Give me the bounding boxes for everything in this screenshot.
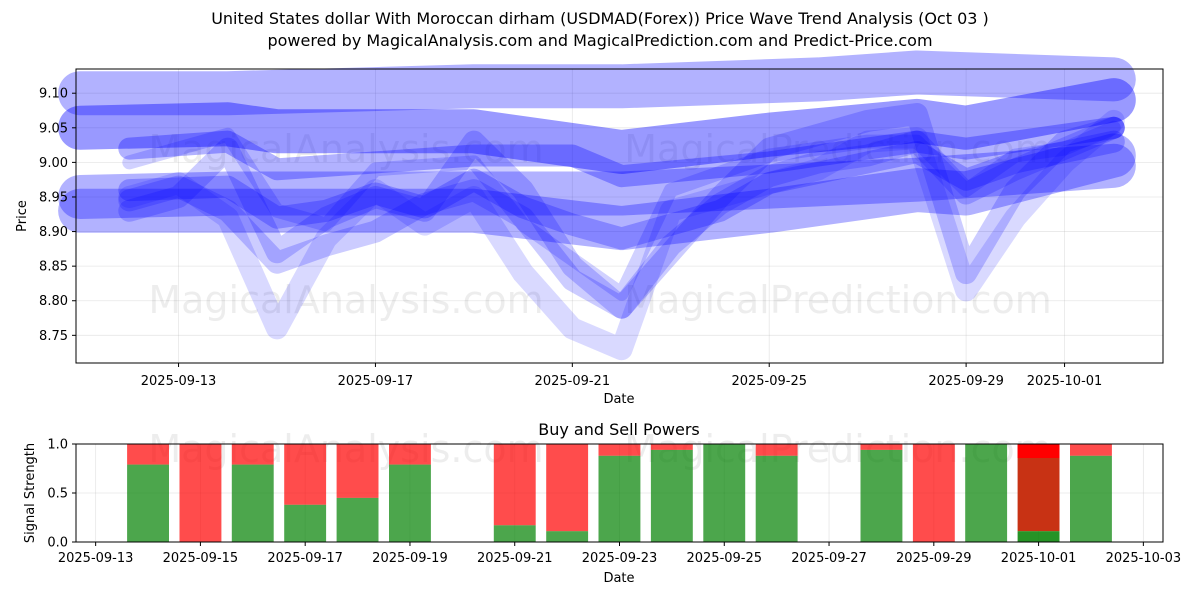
price-y-tick-label: 8.85 <box>39 260 68 275</box>
chart-subtitle: powered by MagicalAnalysis.com and Magic… <box>267 31 933 50</box>
wave-series-5 <box>118 116 1125 188</box>
buy-bar <box>493 525 536 542</box>
watermark-prediction-mid: MagicalPrediction.com <box>624 278 1052 322</box>
buy-bar <box>1070 455 1112 542</box>
wave-series-8 <box>118 109 1125 361</box>
signal-x-tick-label: 2025-10-03 <box>1106 551 1182 566</box>
buy-bar <box>598 455 641 542</box>
buy-bar <box>755 455 798 542</box>
price-wave-series <box>58 50 1136 361</box>
buy-sell-power-chart: Buy and Sell Powers MagicalAnalysis.com … <box>23 420 1181 586</box>
sell-bar <box>127 444 169 465</box>
sell-bar <box>389 444 431 465</box>
wave-series-6 <box>118 130 1125 250</box>
buy-bar <box>389 464 431 542</box>
sell-bar <box>912 444 955 542</box>
signal-x-tick-label: 2025-09-23 <box>582 551 658 566</box>
price-y-tick-label: 8.95 <box>39 190 68 205</box>
chart-title-block: United States dollar With Moroccan dirha… <box>0 8 1200 52</box>
wave-series-7 <box>118 116 1125 319</box>
sell-bar <box>755 444 798 456</box>
sell-bar <box>493 444 536 526</box>
price-y-axis-label: Price <box>15 200 30 232</box>
buy-bar <box>1017 531 1060 542</box>
signal-x-tick-label: 2025-09-19 <box>372 551 448 566</box>
sell-bar <box>336 444 379 498</box>
price-gridlines <box>76 69 1163 363</box>
sell-bar <box>1017 444 1060 532</box>
price-watermarks: MagicalAnalysis.com MagicalPrediction.co… <box>148 127 1051 322</box>
signal-y-tick-label: 0.5 <box>47 487 68 502</box>
price-y-tick-label: 9.00 <box>39 156 68 171</box>
signal-y-ticks: 0.0 0.5 1.0 <box>47 438 76 551</box>
sell-bar <box>860 444 903 450</box>
buy-bar <box>860 449 903 542</box>
signal-x-tick-label: 2025-09-29 <box>896 551 972 566</box>
wave-series-1 <box>58 50 1136 116</box>
signal-y-tick-label: 0.0 <box>47 536 68 551</box>
signal-x-tick-label: 2025-10-01 <box>1001 551 1077 566</box>
price-x-tick-label: 2025-09-29 <box>928 374 1004 389</box>
signal-x-tick-label: 2025-09-17 <box>267 551 343 566</box>
price-y-tick-label: 8.80 <box>39 294 68 309</box>
watermark-analysis-top: MagicalAnalysis.com <box>148 127 543 171</box>
price-x-tick-label: 2025-09-13 <box>141 374 217 389</box>
buy-bar <box>336 497 379 542</box>
watermark-analysis-mid: MagicalAnalysis.com <box>148 278 543 322</box>
signal-x-tick-label: 2025-09-15 <box>163 551 239 566</box>
watermark-prediction-top: MagicalPrediction.com <box>624 127 1052 171</box>
wave-series-3 <box>58 143 1136 219</box>
signal-x-tick-label: 2025-09-27 <box>791 551 867 566</box>
sell-bar <box>179 444 222 542</box>
sell-bar <box>1070 444 1112 456</box>
buy-bar <box>546 531 589 542</box>
price-y-ticks: 8.75 8.80 8.85 8.90 8.95 9.00 9.05 9.10 <box>39 87 76 344</box>
price-x-axis-label: Date <box>603 392 634 407</box>
price-y-tick-label: 9.05 <box>39 121 68 136</box>
price-x-tick-label: 2025-09-17 <box>338 374 414 389</box>
buy-bar <box>231 464 274 542</box>
buy-sell-title: Buy and Sell Powers <box>538 420 700 439</box>
buy-bar <box>650 449 693 542</box>
price-x-tick-label: 2025-09-25 <box>731 374 807 389</box>
sell-bar <box>284 444 327 505</box>
signal-y-axis-label: Signal Strength <box>23 443 38 543</box>
price-wave-chart: MagicalAnalysis.com MagicalPrediction.co… <box>15 50 1164 407</box>
price-y-tick-label: 8.75 <box>39 329 68 344</box>
signal-x-axis-label: Date <box>603 571 634 586</box>
sell-bar <box>546 444 589 532</box>
wave-series-9 <box>118 103 1125 319</box>
wave-series-2 <box>58 78 1136 174</box>
signal-x-ticks: 2025-09-13 2025-09-15 2025-09-17 2025-09-19… <box>58 542 1181 566</box>
buy-bar <box>127 464 169 542</box>
price-x-ticks: 2025-09-13 2025-09-17 2025-09-21 2025-09-25… <box>141 363 1103 389</box>
chart-title: United States dollar With Moroccan dirha… <box>211 9 989 28</box>
sell-bar <box>650 444 693 450</box>
signal-x-tick-label: 2025-09-13 <box>58 551 134 566</box>
signal-x-tick-label: 2025-09-25 <box>686 551 762 566</box>
signal-y-tick-label: 1.0 <box>47 438 68 453</box>
sell-bar-peak <box>1017 444 1060 458</box>
signal-x-tick-label: 2025-09-21 <box>477 551 553 566</box>
buy-bar <box>965 444 1008 542</box>
price-y-tick-label: 9.10 <box>39 87 68 102</box>
signal-bars <box>127 444 1112 542</box>
sell-bar <box>231 444 274 465</box>
price-y-tick-label: 8.90 <box>39 225 68 240</box>
price-plot-frame <box>75 68 1164 364</box>
wave-series-4 <box>58 133 1136 251</box>
price-x-tick-label: 2025-09-21 <box>535 374 611 389</box>
price-plot-area <box>76 69 1163 363</box>
wave-series-10 <box>122 120 1121 301</box>
sell-bar <box>598 444 641 456</box>
buy-bar <box>284 504 327 542</box>
price-x-tick-label: 2025-10-01 <box>1027 374 1103 389</box>
buy-bar <box>703 444 746 542</box>
